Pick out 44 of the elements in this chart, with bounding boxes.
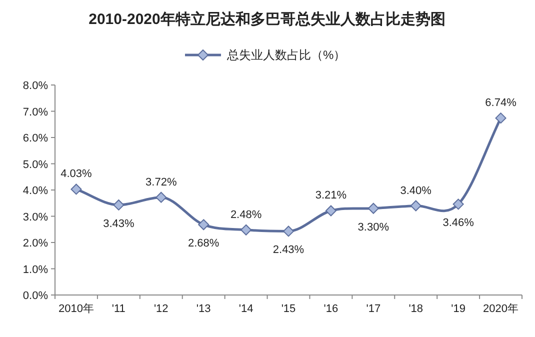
- x-tick-label: '14: [238, 303, 254, 315]
- point: [156, 192, 167, 203]
- point: [283, 226, 294, 237]
- y-tick-label: 4.0%: [22, 185, 48, 197]
- point: [410, 200, 422, 212]
- data-label: 3.40%: [400, 184, 432, 197]
- point: [452, 198, 464, 210]
- data-label: 4.03%: [60, 168, 92, 180]
- x-tick-label: '19: [451, 303, 466, 315]
- y-tick-label: 7.0%: [22, 106, 48, 118]
- point: [325, 205, 336, 216]
- x-tick-label: 2020年: [483, 303, 519, 315]
- x-tick-label: 2010年: [58, 303, 94, 315]
- x-tick-label: '17: [366, 303, 381, 315]
- data-label: 3.72%: [146, 176, 177, 188]
- y-tick-label: 8.0%: [22, 80, 48, 92]
- data-label: 3.43%: [103, 218, 134, 230]
- x-tick-label: '18: [408, 303, 424, 315]
- data-label: 2.68%: [188, 238, 220, 250]
- data-label: 2.43%: [272, 244, 304, 256]
- data-label: 3.30%: [358, 221, 390, 234]
- chart-title: 2010-2020年特立尼达和多巴哥总失业人数占比走势图: [88, 10, 446, 28]
- y-tick-label: 3.0%: [22, 211, 48, 224]
- point: [240, 224, 252, 236]
- data-label: 2.48%: [230, 208, 262, 221]
- y-tick-label: 5.0%: [22, 158, 48, 171]
- point: [495, 112, 506, 124]
- x-tick-label: '16: [324, 303, 338, 315]
- y-tick-label: 2.0%: [22, 238, 48, 250]
- y-tick-label: 6.0%: [22, 132, 48, 144]
- x-tick-label: '12: [154, 303, 168, 315]
- x-tick-label: '11: [112, 303, 126, 315]
- y-tick-label: 0.0%: [22, 290, 48, 302]
- point: [113, 199, 124, 210]
- point: [70, 184, 82, 195]
- x-tick-label: '15: [281, 303, 296, 315]
- data-label: 3.21%: [315, 190, 347, 202]
- legend-label: 总失业人数占比（%）: [226, 48, 346, 62]
- point: [198, 219, 210, 230]
- data-label: 3.46%: [442, 217, 474, 230]
- x-tick-label: '13: [196, 303, 211, 315]
- y-tick-label: 1.0%: [22, 264, 48, 276]
- data-label: 6.74%: [485, 97, 517, 110]
- point: [368, 202, 379, 214]
